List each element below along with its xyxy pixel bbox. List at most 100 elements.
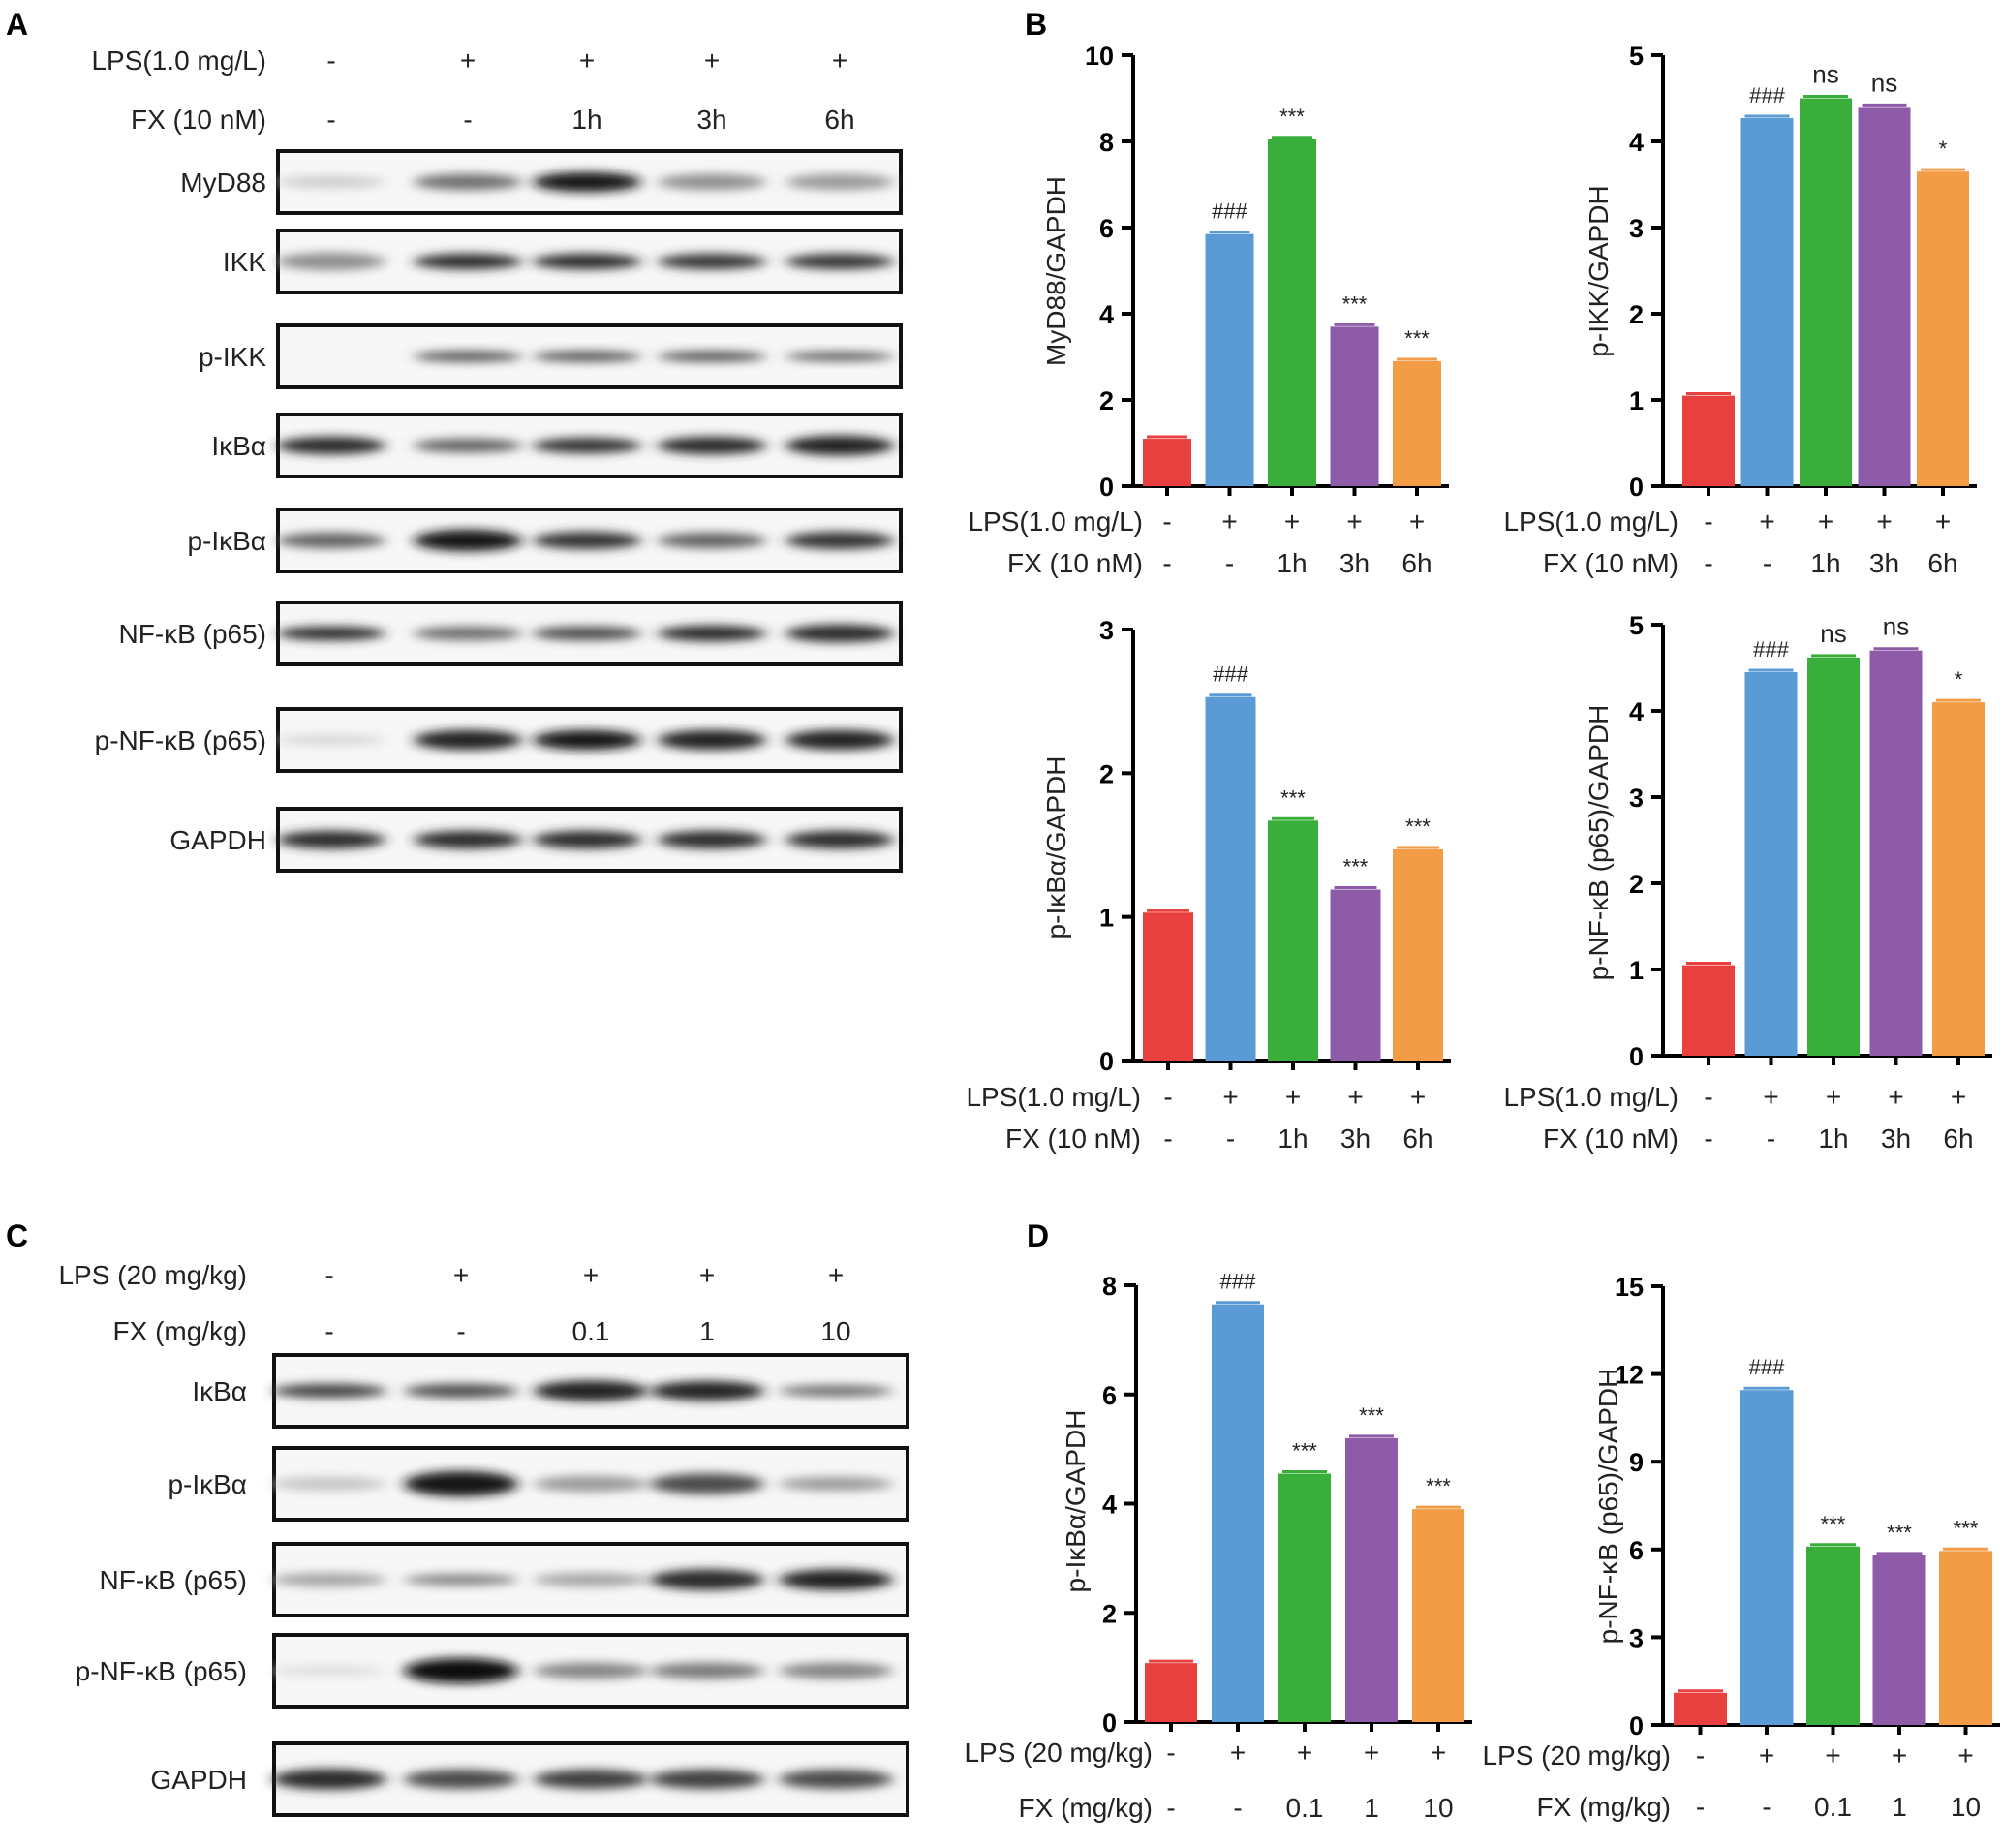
condition-value: + [1431, 1738, 1446, 1768]
condition-value: 6h [1927, 548, 1957, 578]
y-tick-label: 0 [1629, 1711, 1644, 1740]
condition-value: - [1226, 1124, 1235, 1154]
condition-value: - [1166, 1738, 1175, 1768]
y-tick-label: 5 [1629, 611, 1644, 640]
panel-label-c: C [6, 1218, 28, 1253]
blot-band [658, 625, 766, 642]
blot-band [533, 531, 641, 550]
condition-label: FX (10 nM) [131, 105, 266, 135]
western-blot-panel-a: LPS(1.0 mg/L) - + + + + FX (10 nM) - - 1h 3h 6h MyD8… [91, 46, 903, 873]
significance-label: ### [1749, 1355, 1785, 1379]
condition-value: + [1409, 507, 1425, 537]
y-tick-label: 1 [1099, 904, 1114, 933]
condition-label: FX (mg/kg) [1537, 1792, 1671, 1822]
bar [1145, 1663, 1197, 1722]
condition-label: LPS(1.0 mg/L) [966, 1082, 1141, 1112]
bar [1268, 139, 1316, 486]
blot-band [658, 253, 766, 270]
condition-label: FX (mg/kg) [113, 1316, 247, 1346]
condition-value: 1 [1892, 1792, 1907, 1822]
blot-row-label: IκBα [192, 1376, 247, 1406]
condition-value: - [1763, 548, 1771, 578]
significance-label: ns [1820, 619, 1846, 648]
significance-label: ns [1812, 60, 1838, 89]
blot-band [534, 1769, 648, 1790]
condition-value: - [1162, 548, 1171, 578]
blot-band [785, 351, 894, 362]
blot-band [658, 830, 766, 849]
condition-value: + [579, 46, 595, 76]
condition-value: - [1704, 548, 1712, 578]
blot-band [414, 351, 522, 362]
condition-label: LPS(1.0 mg/L) [968, 507, 1143, 537]
significance-label: *** [1954, 1516, 1979, 1540]
bar [1330, 889, 1381, 1061]
bar [1744, 671, 1798, 1056]
condition-value: 0.1 [1286, 1793, 1324, 1823]
blot-band [650, 1769, 764, 1790]
panel-label-d: D [1027, 1218, 1049, 1253]
significance-label: *** [1426, 1474, 1451, 1498]
condition-value: + [1826, 1082, 1841, 1112]
blot-band [404, 1470, 518, 1497]
bar [1806, 1546, 1860, 1725]
bar-chart-6: 0 3 6 9 12 15 p-NF-κB (p65)/GAPDH ### *** *** *** L… [1482, 1273, 2000, 1822]
y-tick-label: 6 [1629, 1536, 1644, 1565]
y-tick-label: 3 [1099, 616, 1114, 645]
condition-value: + [1759, 1740, 1774, 1771]
condition-value: - [326, 46, 335, 76]
significance-label: ### [1753, 637, 1789, 662]
y-tick-label: 2 [1102, 1599, 1117, 1628]
y-axis-label: p-IκBα/GAPDH [1061, 1410, 1091, 1593]
condition-value: + [704, 46, 720, 76]
bar [1330, 326, 1379, 486]
blot-band [534, 1662, 648, 1679]
blot-band [277, 734, 385, 746]
condition-value: + [1410, 1082, 1426, 1112]
condition-value: 6h [1402, 1124, 1432, 1154]
bar [1917, 171, 1969, 486]
condition-value: 10 [1423, 1793, 1453, 1823]
condition-value: + [1818, 507, 1833, 537]
blot-row-label: p-IKK [199, 342, 266, 372]
significance-label: * [1955, 667, 1963, 692]
condition-value: + [453, 1260, 469, 1290]
blot-band [272, 1383, 386, 1399]
y-tick-label: 6 [1102, 1381, 1117, 1410]
blot-row-label: GAPDH [169, 825, 266, 855]
blot-band [785, 173, 894, 191]
condition-value: - [1696, 1740, 1705, 1771]
blot-band [785, 435, 894, 456]
condition-value: - [324, 1260, 333, 1290]
condition-label: FX (10 nM) [1543, 1124, 1679, 1154]
bar [1143, 912, 1193, 1061]
y-tick-label: 6 [1099, 214, 1114, 243]
condition-value: 1h [1818, 1124, 1848, 1154]
y-tick-label: 4 [1102, 1491, 1117, 1520]
significance-label: *** [1405, 815, 1431, 839]
condition-value: 1h [571, 105, 601, 135]
condition-value: + [1221, 507, 1237, 537]
blot-row-label: MyD88 [180, 168, 266, 198]
y-tick-label: 5 [1629, 42, 1644, 71]
condition-value: - [1704, 1082, 1712, 1112]
condition-value: - [1233, 1793, 1242, 1823]
condition-label: FX (mg/kg) [1019, 1793, 1153, 1823]
condition-label: LPS(1.0 mg/L) [1503, 507, 1679, 537]
y-tick-label: 10 [1085, 42, 1114, 71]
condition-value: + [1951, 1082, 1966, 1112]
condition-value: + [1763, 1082, 1778, 1112]
condition-value: + [1759, 507, 1774, 537]
blot-band [785, 531, 894, 550]
condition-value: 3h [1881, 1124, 1911, 1154]
blot-row-label: IKK [223, 247, 266, 277]
y-tick-label: 4 [1629, 697, 1644, 726]
bar-chart-3: 0 1 2 3 p-IκBα/GAPDH ### *** *** *** LPS(1.0 mg/L… [966, 616, 1451, 1154]
condition-label: LPS(1.0 mg/L) [91, 46, 266, 76]
blot-row-label: IκBα [211, 431, 266, 461]
significance-label: *** [1342, 292, 1368, 316]
y-tick-label: 4 [1629, 128, 1644, 157]
bar [1393, 848, 1443, 1061]
blot-band [533, 253, 641, 270]
